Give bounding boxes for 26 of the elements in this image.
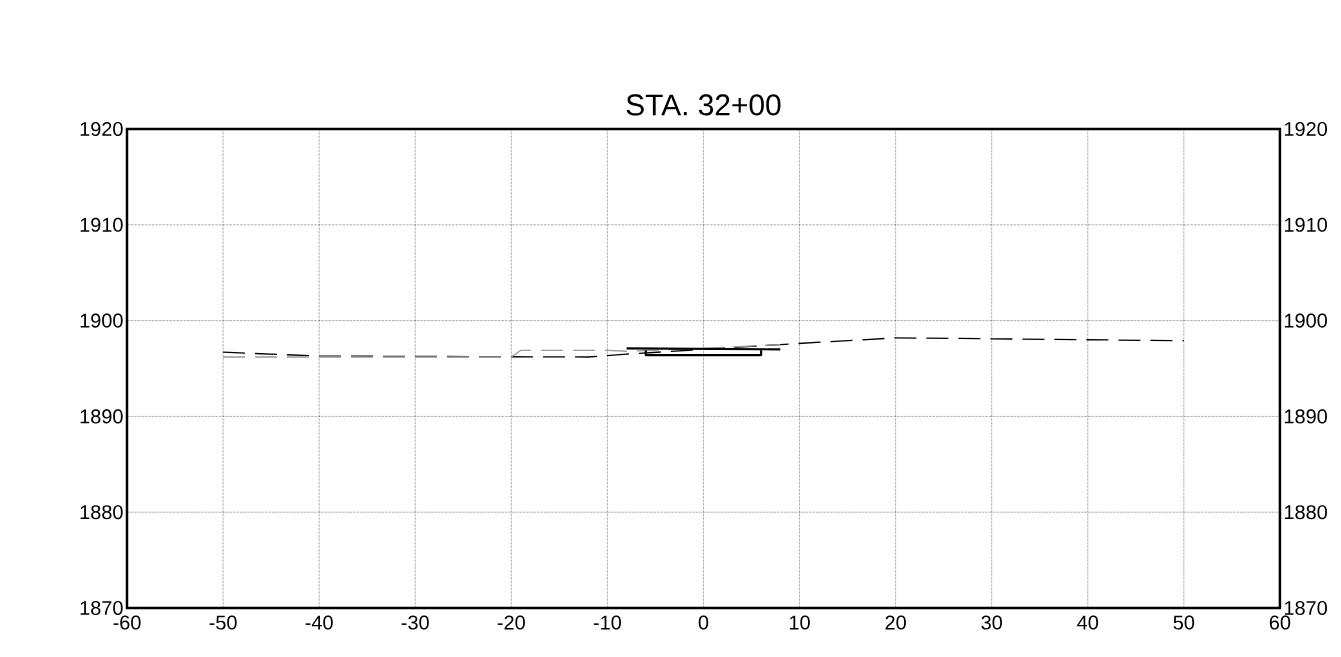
x-tick-label: -60 xyxy=(113,615,141,630)
y2-tick-label: 1870 xyxy=(1284,600,1327,616)
y2-tick-label: 1910 xyxy=(1284,217,1327,232)
x-tick-label: -50 xyxy=(209,615,237,630)
y2-tick-label: 1920 xyxy=(1284,121,1327,137)
x-tick-label: 0 xyxy=(698,615,709,630)
x-tick-label: 40 xyxy=(1077,615,1099,630)
y-tick-label: 1870 xyxy=(80,600,123,616)
x-tick-label: -30 xyxy=(401,615,429,630)
x-tick-label: -20 xyxy=(497,615,525,630)
chart-title: STA. 32+00 xyxy=(626,94,781,116)
x-tick-label: 30 xyxy=(981,615,1002,630)
x-tick-label: 60 xyxy=(1269,615,1291,630)
x-tick-label: 10 xyxy=(789,615,810,630)
y2-tick-label: 1890 xyxy=(1284,409,1327,424)
y-tick-label: 1880 xyxy=(80,505,123,520)
y2-tick-label: 1900 xyxy=(1284,313,1327,328)
y-tick-label: 1920 xyxy=(80,121,123,137)
x-tick-label: -10 xyxy=(593,615,621,630)
x-tick-label: -40 xyxy=(305,615,333,630)
y-tick-label: 1910 xyxy=(80,217,123,232)
y-tick-label: 1900 xyxy=(80,313,123,328)
y-tick-label: 1890 xyxy=(80,409,123,424)
x-tick-label: 50 xyxy=(1173,615,1195,630)
x-tick-label: 20 xyxy=(885,615,906,630)
y2-tick-label: 1880 xyxy=(1284,505,1327,520)
